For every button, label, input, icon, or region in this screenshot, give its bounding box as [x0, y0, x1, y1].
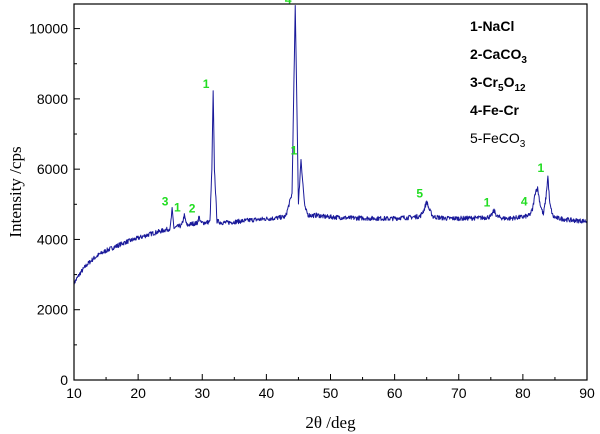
- y-tick-label: 0: [60, 372, 68, 388]
- peak-label: 1: [484, 196, 491, 210]
- x-tick-label: 30: [194, 385, 210, 401]
- y-tick-label: 8000: [37, 91, 68, 107]
- legend-item: 2-CaCO3: [470, 46, 527, 66]
- x-tick-label: 90: [579, 385, 595, 401]
- peak-label: 5: [416, 186, 423, 200]
- series-line: [73, 5, 588, 286]
- legend-item: 4-Fe-Cr: [470, 102, 520, 118]
- legend-text: 5-FeCO: [470, 130, 520, 146]
- legend-subscript: 5: [498, 83, 504, 94]
- peak-label: 2: [189, 202, 196, 216]
- x-tick-label: 20: [130, 385, 146, 401]
- peak-label: 1: [538, 161, 545, 175]
- y-axis-title: Intensity /cps: [6, 146, 25, 237]
- x-tick-label: 10: [66, 385, 82, 401]
- peak-label: 1: [174, 201, 181, 215]
- legend-text: 2-CaCO: [470, 46, 521, 62]
- peak-label: 1: [203, 77, 210, 91]
- x-axis-title: 2θ /deg: [305, 413, 356, 432]
- legend-subscript: 3: [521, 55, 527, 66]
- y-tick-label: 2000: [37, 302, 68, 318]
- legend-subscript: 3: [520, 139, 526, 150]
- x-tick-label: 50: [323, 385, 339, 401]
- x-tick-label: 80: [515, 385, 531, 401]
- legend-text: O: [504, 74, 515, 90]
- legend-item: 3-Cr5O12: [470, 74, 526, 94]
- legend-item: 5-FeCO3: [470, 130, 526, 150]
- x-tick-label: 60: [387, 385, 403, 401]
- peak-label: 4: [285, 0, 292, 7]
- peak-label: 3: [162, 195, 169, 209]
- legend-text: 3-Cr: [470, 74, 499, 90]
- y-tick-label: 4000: [37, 231, 68, 247]
- x-tick-label: 70: [451, 385, 467, 401]
- legend-text: 4-Fe-Cr: [470, 102, 520, 118]
- x-tick-label: 40: [259, 385, 275, 401]
- legend-text: 1-NaCl: [470, 18, 514, 34]
- legend-item: 1-NaCl: [470, 18, 514, 34]
- y-tick-label: 6000: [37, 161, 68, 177]
- peak-label: 1: [291, 144, 298, 158]
- peak-label: 4: [521, 195, 528, 209]
- y-tick-label: 10000: [29, 21, 68, 37]
- legend-subscript: 12: [514, 83, 526, 94]
